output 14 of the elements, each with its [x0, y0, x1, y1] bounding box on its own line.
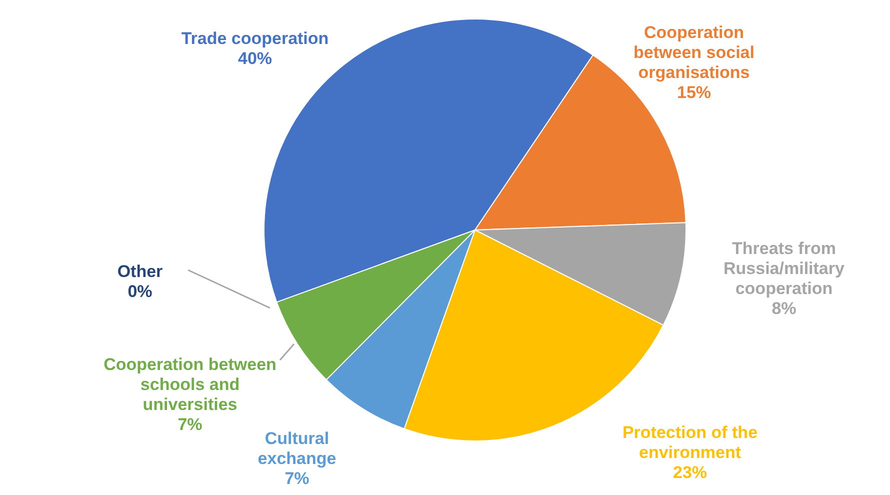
slice-label: Trade cooperation: [181, 29, 329, 48]
slice-label: Cooperation between social organisations: [634, 23, 754, 82]
slice-label: Protection of the environment: [622, 423, 758, 462]
slice-label: Cooperation between schools and universities: [104, 355, 276, 414]
slice-label: Cultural exchange: [258, 429, 336, 468]
data-label: 40%: [238, 49, 272, 68]
data-label: 23%: [672, 463, 708, 482]
data-label: 15%: [676, 83, 712, 102]
data-label: 8%: [772, 299, 796, 318]
slice-label: Threats from Russia/military cooperation: [724, 239, 846, 298]
category-label: Other: [117, 262, 163, 281]
data-label: 7%: [178, 415, 202, 434]
text: 0%: [128, 282, 152, 301]
data-label: 7%: [284, 469, 310, 488]
